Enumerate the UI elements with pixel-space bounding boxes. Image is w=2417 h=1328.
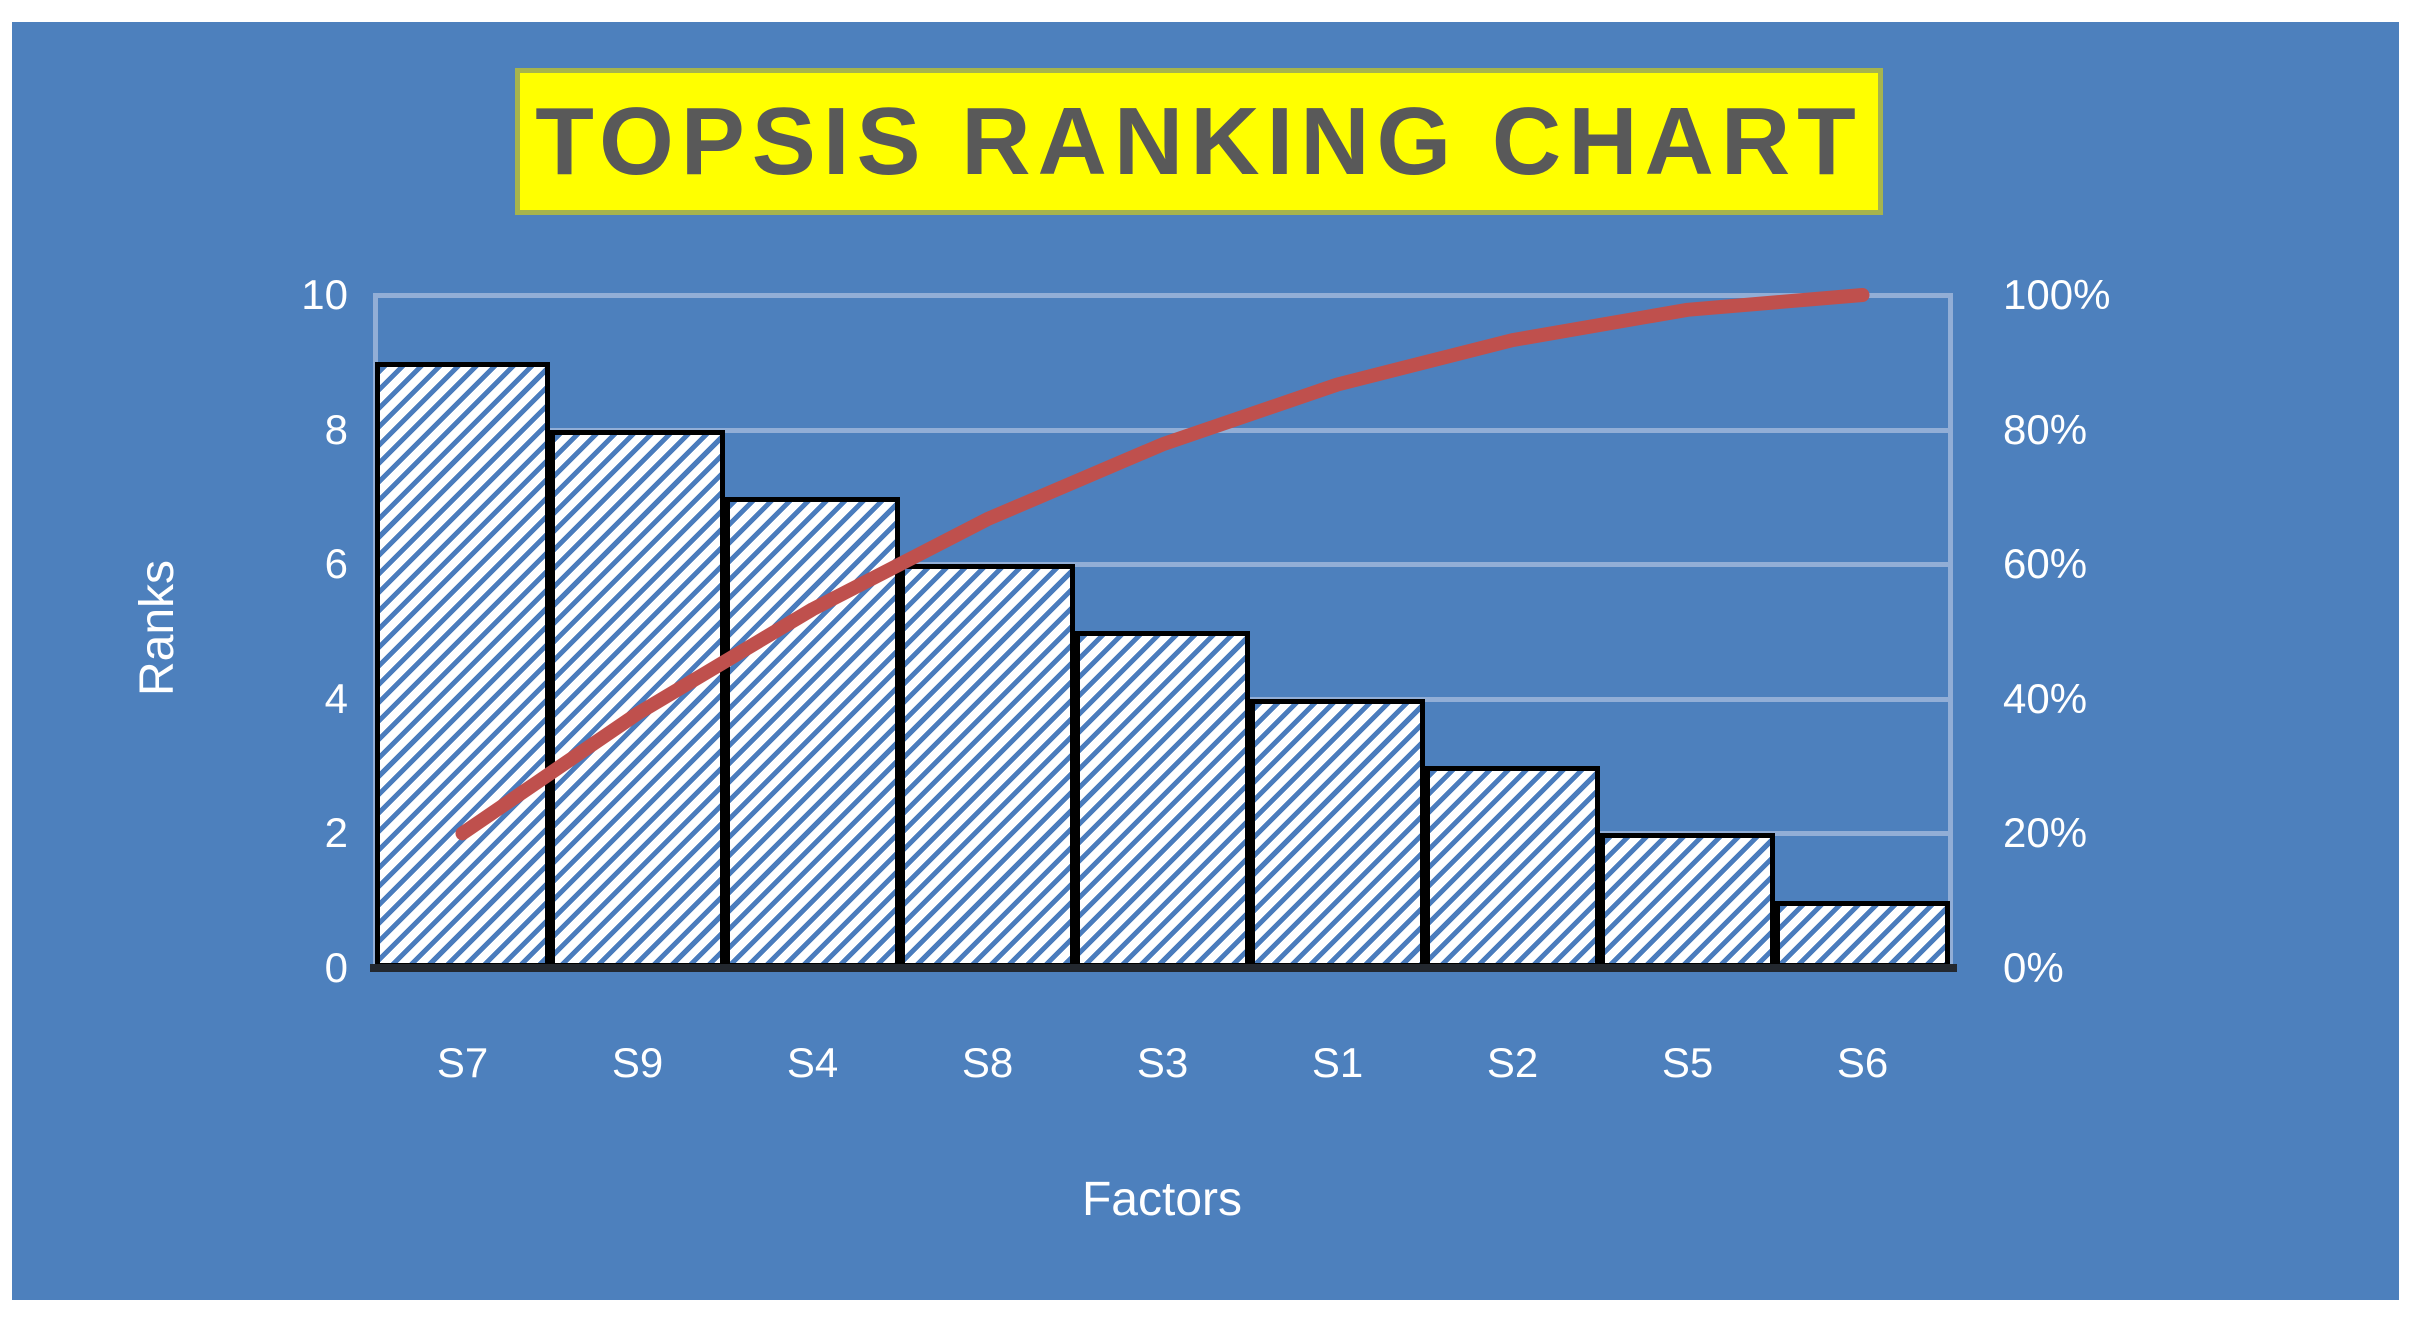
plot-right-border <box>1948 293 1953 968</box>
left-axis-tick-label: 4 <box>324 675 348 722</box>
category-label-s8: S8 <box>961 1039 1014 1086</box>
gridline <box>375 293 1950 298</box>
left-axis-tick-label: 6 <box>324 540 348 587</box>
right-axis-tick-label: 0% <box>2003 944 2064 991</box>
category-label-s5: S5 <box>1661 1039 1714 1086</box>
bar-s2 <box>1425 766 1600 968</box>
right-axis-tick-label: 60% <box>2003 540 2088 587</box>
right-axis-tick-label: 100% <box>2003 271 2111 318</box>
chart-title: TOPSIS RANKING CHART <box>535 87 1863 195</box>
bottom-axis-title: Factors <box>1081 1173 1243 1226</box>
left-axis-tick-label: 8 <box>324 406 348 453</box>
category-label-s4: S4 <box>786 1039 839 1086</box>
bar-s1 <box>1250 699 1425 968</box>
category-label-s7: S7 <box>436 1039 489 1086</box>
category-label-s1: S1 <box>1311 1039 1364 1086</box>
bar-s5 <box>1600 833 1775 968</box>
bar-s7 <box>375 362 550 968</box>
left-axis-tick-label: 0 <box>324 944 348 991</box>
bar-s8 <box>900 564 1075 968</box>
category-label-s9: S9 <box>611 1039 664 1086</box>
chart-title-box: TOPSIS RANKING CHART <box>515 68 1883 215</box>
bar-s6 <box>1775 901 1950 968</box>
right-axis-tick-label: 80% <box>2003 406 2088 453</box>
category-label-s6: S6 <box>1836 1039 1889 1086</box>
bar-s9 <box>550 430 725 968</box>
x-axis-line <box>370 964 1957 972</box>
right-axis-tick-label: 20% <box>2003 809 2088 856</box>
bar-s3 <box>1075 631 1250 968</box>
left-axis-tick-label: 10 <box>301 271 348 318</box>
category-label-s3: S3 <box>1136 1039 1189 1086</box>
category-label-s2: S2 <box>1486 1039 1539 1086</box>
bar-s4 <box>725 497 900 968</box>
left-axis-tick-label: 2 <box>324 809 348 856</box>
left-axis-title: Ranks <box>131 559 184 697</box>
right-axis-tick-label: 40% <box>2003 675 2088 722</box>
